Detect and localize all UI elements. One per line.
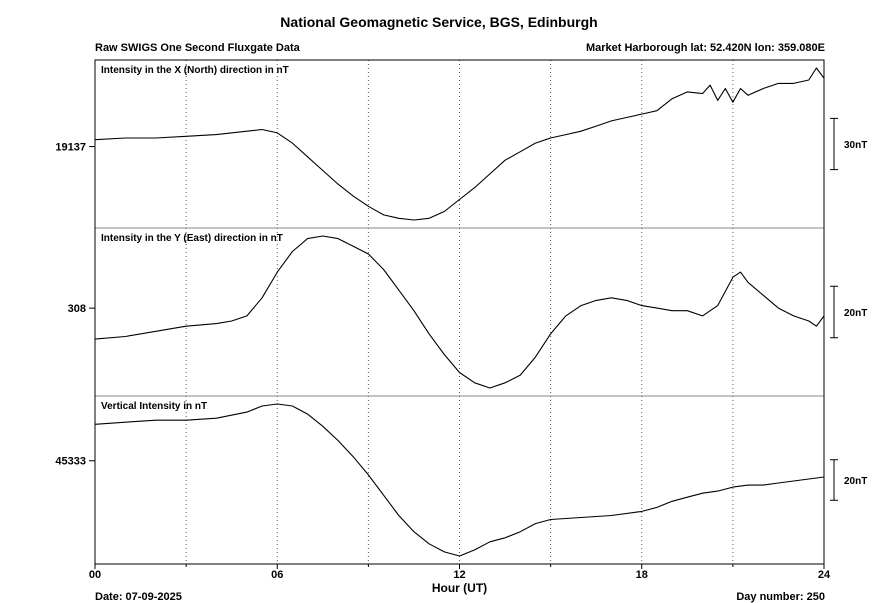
scale-bar-label: 20nT [844,308,867,319]
x-tick-label: 00 [89,569,101,581]
y-tick-label: 19137 [55,142,86,154]
x-tick-label: 24 [818,569,831,581]
series-line [94,403,825,557]
panel-label: Intensity in the X (North) direction in … [101,65,289,76]
data-source-label: Raw SWIGS One Second Fluxgate Data [95,42,300,54]
series-line [94,235,825,389]
y-tick-label: 45333 [55,456,86,468]
chart-title: National Geomagnetic Service, BGS, Edinb… [280,14,598,30]
scale-bar-label: 20nT [844,476,867,487]
panel-label: Vertical Intensity in nT [101,401,207,412]
x-axis-label: Hour (UT) [432,581,487,595]
date-label: Date: 07-09-2025 [95,591,182,603]
location-label: Market Harborough lat: 52.420N lon: 359.… [585,42,825,54]
series-line [94,67,825,221]
x-tick-label: 06 [271,569,283,581]
y-tick-label: 308 [68,303,86,315]
x-tick-label: 18 [636,569,648,581]
scale-bar-label: 30nT [844,140,867,151]
day-number-label: Day number: 250 [736,591,825,603]
x-tick-label: 12 [453,569,465,581]
panel-label: Intensity in the Y (East) direction in n… [101,233,283,244]
